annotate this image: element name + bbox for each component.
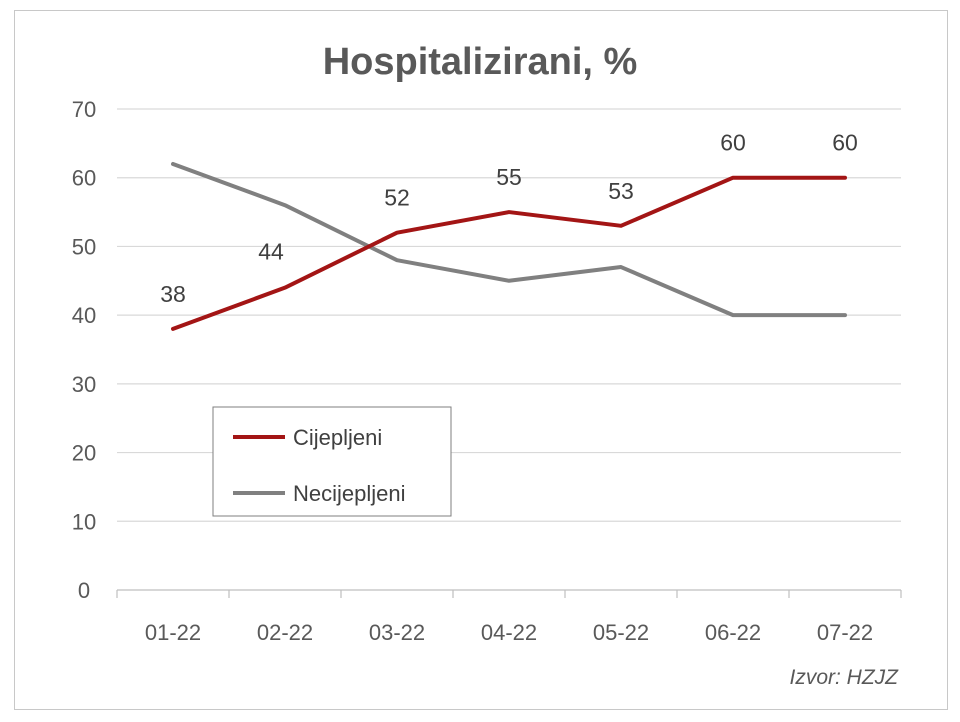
data-label: 53 [608,178,634,204]
x-tick-label: 03-22 [369,620,425,645]
chart-frame [14,10,948,710]
data-label: 44 [258,239,284,265]
y-tick-label: 60 [72,166,96,191]
y-axis-ticks: 0 10 20 30 40 50 60 70 [72,97,96,603]
data-label: 55 [496,164,522,190]
data-label: 38 [160,281,186,307]
x-tick-label: 05-22 [593,620,649,645]
x-tick-label: 02-22 [257,620,313,645]
legend-label: Cijepljeni [293,425,382,450]
series-line-cijepljeni [171,175,847,331]
legend: Cijepljeni Necijepljeni [212,406,452,517]
chart-title: Hospitalizirani, % [323,41,638,83]
y-tick-label: 40 [72,303,96,328]
legend-label: Necijepljeni [293,481,406,506]
data-label: 60 [720,130,746,156]
y-tick-label: 0 [78,578,90,603]
data-labels: 38 44 52 55 53 60 60 [160,130,858,307]
data-label: 52 [384,185,410,211]
data-label: 60 [832,130,858,156]
y-tick-label: 70 [72,97,96,122]
x-tick-label: 07-22 [817,620,873,645]
x-tick-label: 04-22 [481,620,537,645]
series-line-necijepljeni [171,161,847,318]
legend-box [212,406,452,517]
y-tick-label: 10 [72,509,96,534]
x-tick-label: 01-22 [145,620,201,645]
y-tick-label: 50 [72,234,96,259]
x-tick-label: 06-22 [705,620,761,645]
y-tick-label: 30 [72,372,96,397]
source-note: Izvor: HZJZ [790,666,900,689]
y-tick-label: 20 [72,441,96,466]
series-group [171,161,847,331]
x-axis: 01-22 02-22 03-22 04-22 05-22 06-22 07-22 [116,590,902,645]
